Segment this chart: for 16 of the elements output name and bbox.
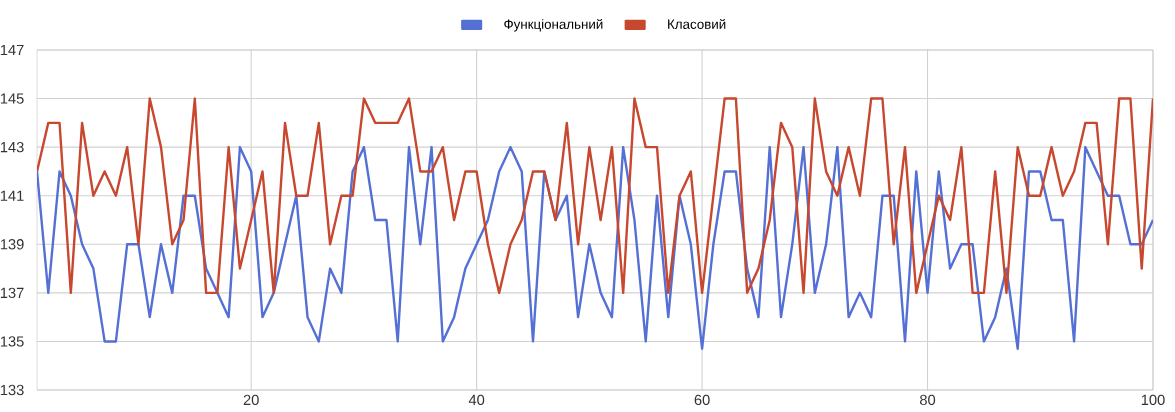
y-tick-label: 133 [0,384,24,396]
x-tick-label: 20 [243,394,259,406]
x-tick-label: 60 [694,394,710,406]
x-tick-label: 80 [920,394,936,406]
y-tick-label: 137 [0,287,24,299]
y-tick-label: 141 [0,190,24,201]
x-tick-label: 40 [468,394,485,406]
y-tick-label: 135 [0,336,24,347]
x-tick-label: 100 [1141,394,1165,406]
legend-label: Класовий [668,18,726,29]
y-tick-label: 147 [0,44,24,56]
y-tick-label: 143 [0,141,24,153]
y-tick-label: 145 [0,93,24,104]
line-series [37,145,1153,350]
y-tick-label: 139 [0,239,24,250]
legend-label: Функціональний [504,18,603,32]
